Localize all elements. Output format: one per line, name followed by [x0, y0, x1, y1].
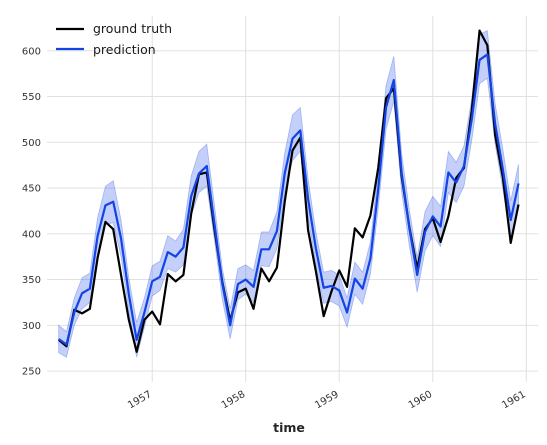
legend-label-ground-truth: ground truth	[93, 21, 172, 36]
y-tick-label: 500	[22, 138, 41, 149]
legend-label-prediction: prediction	[93, 42, 156, 57]
x-tick-label: 1957	[126, 389, 154, 411]
grid	[47, 16, 538, 382]
y-tick-label: 550	[22, 92, 41, 103]
y-tick-label: 350	[22, 275, 41, 286]
y-tick-label: 400	[22, 229, 41, 240]
prediction-line	[58, 53, 520, 346]
y-tick-label: 450	[22, 184, 41, 195]
x-tick-label: 1958	[220, 389, 248, 411]
x-tick-label: 1959	[313, 389, 341, 411]
y-tick-label: 600	[22, 46, 41, 57]
prediction-band-area	[58, 30, 519, 358]
x-tick-label: 1961	[500, 389, 528, 411]
x-tick-label: 1960	[407, 389, 435, 411]
ground-truth-line	[57, 29, 520, 353]
prediction-confidence-band	[58, 30, 519, 358]
y-tick-label: 300	[22, 321, 41, 332]
series-lines	[57, 29, 520, 353]
x-axis-label: time	[273, 420, 305, 435]
y-tick-label: 250	[22, 367, 41, 378]
legend: ground truth prediction	[56, 21, 172, 57]
